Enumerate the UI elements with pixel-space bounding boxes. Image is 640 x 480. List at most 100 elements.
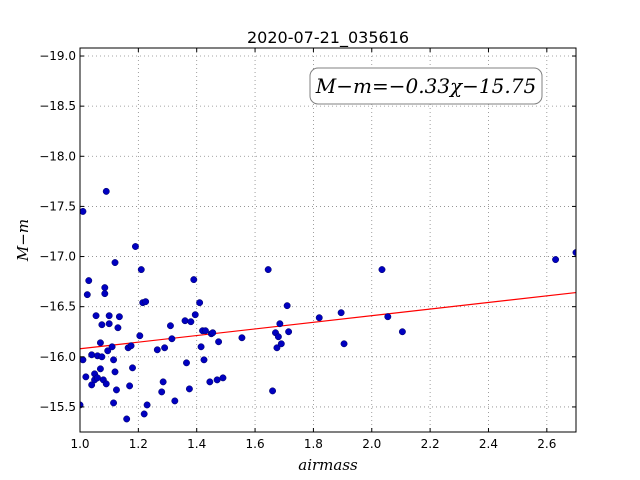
data-point [137, 266, 145, 274]
x-tick-label: 2.0 [362, 437, 381, 451]
data-point [129, 364, 136, 372]
data-point [238, 334, 246, 342]
data-point [80, 356, 87, 364]
fit-line-layer [79, 291, 577, 350]
data-point [378, 266, 386, 274]
data-point [337, 309, 345, 317]
data-point [191, 311, 199, 319]
data-point [105, 320, 113, 328]
data-point [183, 359, 190, 367]
data-point [202, 327, 209, 335]
data-point [98, 353, 106, 361]
data-point [101, 290, 109, 298]
data-point [92, 312, 100, 320]
y-tick-label: −16.5 [39, 300, 76, 314]
data-point [168, 335, 176, 343]
data-point [126, 382, 134, 390]
data-point [269, 387, 277, 395]
data-point [83, 291, 91, 299]
data-point [80, 207, 87, 215]
data-point [277, 340, 285, 348]
y-tick-label: −16.0 [39, 350, 76, 364]
data-point [190, 276, 198, 284]
x-tick-label: 1.6 [246, 437, 265, 451]
data-point [340, 340, 348, 348]
y-axis-label: M−m [14, 219, 32, 262]
data-point [94, 374, 101, 382]
data-point [158, 388, 166, 396]
data-point [209, 329, 217, 337]
plot-frame [79, 47, 577, 433]
data-point [88, 351, 96, 359]
data-point [110, 399, 118, 407]
data-point [104, 347, 112, 355]
data-point [285, 328, 293, 336]
data-point [142, 298, 150, 306]
data-point [102, 187, 110, 195]
data-point [140, 410, 148, 418]
data-point [159, 378, 167, 386]
data-point [276, 320, 284, 328]
grid [80, 48, 576, 432]
data-point [110, 356, 118, 364]
data-point [102, 380, 110, 388]
y-tick-label: −15.5 [39, 400, 76, 414]
data-point [206, 378, 214, 386]
data-point [143, 401, 151, 409]
data-point [105, 312, 113, 320]
data-point [82, 373, 90, 381]
data-point [123, 415, 131, 423]
x-tick-label: 2.4 [479, 437, 498, 451]
data-point [264, 266, 272, 274]
data-point [153, 346, 161, 354]
axis-ticks: 1.0 1.2 1.4 1.6 1.8 2.0 2.2 2.4 2.6 −15.5 −16.0 −16… [39, 48, 576, 451]
data-point [181, 317, 189, 325]
data-point [215, 338, 223, 346]
data-point [136, 332, 144, 340]
data-point [283, 302, 291, 310]
data-point [114, 324, 122, 332]
x-tick-label: 1.8 [304, 437, 323, 451]
annotation-box [309, 67, 543, 105]
data-point [552, 256, 560, 264]
data-point [384, 313, 392, 321]
data-point [166, 322, 174, 330]
y-tick-label: −19.0 [39, 49, 76, 63]
x-tick-label: 1.0 [70, 437, 89, 451]
y-tick-label: −18.0 [39, 149, 76, 163]
data-point [96, 339, 104, 347]
data-point [111, 259, 119, 267]
x-axis-label: airmass [298, 456, 358, 474]
x-tick-label: 2.2 [421, 437, 440, 451]
x-tick-label: 2.6 [537, 437, 556, 451]
data-point [98, 321, 106, 329]
x-tick-label: 1.4 [187, 437, 206, 451]
data-point [185, 385, 193, 393]
x-tick-label: 1.2 [129, 437, 148, 451]
data-point [161, 344, 169, 352]
data-point [187, 318, 195, 326]
data-point [398, 328, 406, 336]
data-point [274, 333, 282, 341]
data-point [115, 313, 123, 321]
y-tick-label: −18.5 [39, 99, 76, 113]
data-point [219, 374, 227, 382]
data-point [131, 243, 139, 250]
data-point [197, 343, 205, 351]
data-point [273, 344, 281, 352]
data-point [111, 368, 119, 376]
y-tick-label: −17.5 [39, 199, 76, 213]
annotation-text: M−m=−0.33χ−15.75 [315, 74, 536, 98]
data-points [80, 187, 576, 423]
y-tick-label: −17.0 [39, 250, 76, 264]
data-point [108, 343, 116, 351]
data-point [113, 386, 120, 394]
data-point [171, 397, 179, 405]
fit-annotation: M−m=−0.33χ−15.75 [309, 67, 543, 105]
data-point [200, 356, 208, 364]
data-point [96, 365, 104, 373]
chart-title: 2020-07-21_035616 [247, 28, 409, 48]
data-point [196, 299, 204, 307]
data-point [315, 314, 323, 322]
